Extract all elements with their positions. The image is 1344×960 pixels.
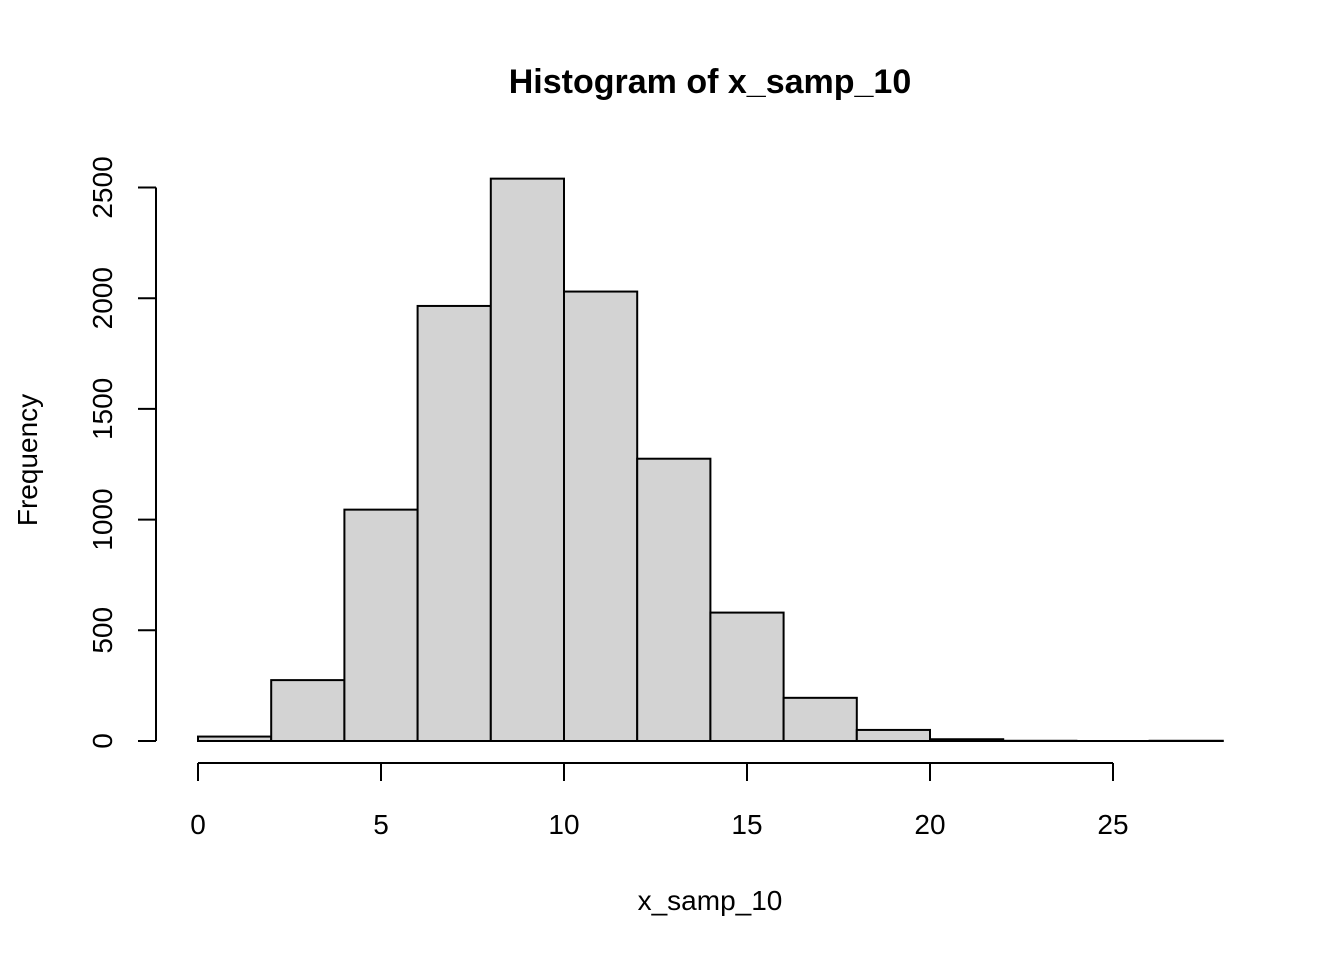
histogram-bar	[416, 304, 492, 742]
histogram-bar	[855, 728, 931, 742]
y-axis-tick-label: 1500	[87, 378, 118, 440]
histogram-bar	[270, 679, 346, 742]
x-axis-tick-label: 0	[190, 809, 206, 840]
y-axis: 0 500 1000 1500 2000 2500	[87, 156, 157, 749]
x-axis-tick-label: 5	[373, 809, 389, 840]
x-axis-tick-label: 20	[914, 809, 945, 840]
x-axis-title: x_samp_10	[638, 885, 783, 916]
y-axis-tick-label: 1000	[87, 488, 118, 550]
histogram-bar	[489, 177, 565, 743]
y-axis-tick-label: 0	[87, 733, 118, 749]
histogram-bar	[709, 611, 785, 743]
y-axis-tick-label: 2500	[87, 156, 118, 218]
histogram-bars	[197, 177, 1224, 743]
histogram-bar	[782, 696, 858, 743]
x-axis: 0 5 10 15 20 25	[190, 762, 1129, 840]
x-axis-tick-label: 25	[1097, 809, 1128, 840]
y-axis-title: Frequency	[12, 394, 43, 526]
y-axis-tick-label: 2000	[87, 267, 118, 329]
x-axis-tick-label: 10	[548, 809, 579, 840]
histogram-bar	[343, 508, 419, 742]
x-axis-tick-label: 15	[731, 809, 762, 840]
chart-title: Histogram of x_samp_10	[509, 63, 912, 101]
histogram-bar	[563, 290, 639, 742]
histogram-bar	[636, 457, 712, 742]
y-axis-tick-label: 500	[87, 607, 118, 654]
